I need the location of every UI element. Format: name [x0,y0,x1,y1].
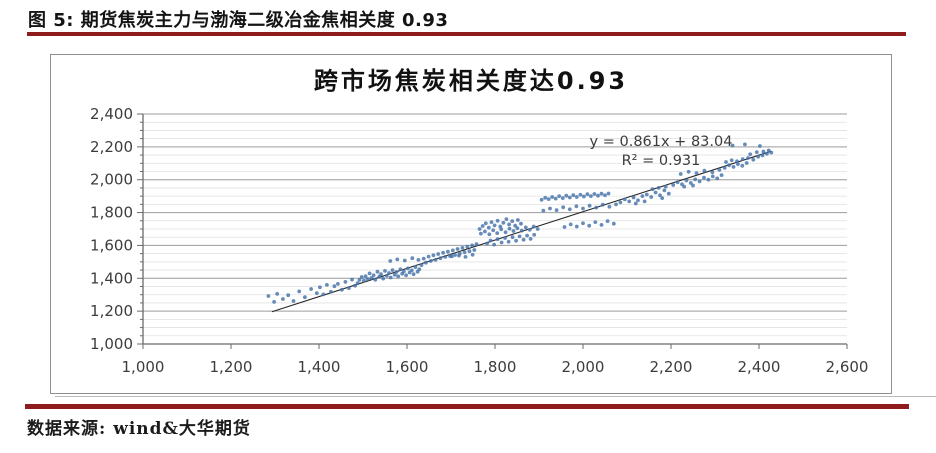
divider-line [55,396,936,397]
y-tick-label: 1,800 [90,204,133,222]
x-tick-label: 1,600 [386,358,429,376]
x-tick-label: 1,400 [298,358,341,376]
chart-panel: 1,000 1,200 1,400 1,600 1,800 2,000 2,200 2,400… [50,54,892,394]
x-tick-label: 2,000 [562,358,605,376]
scatter-points [266,142,774,304]
x-tick-label: 1,200 [210,358,253,376]
y-axis: 1,000 1,200 1,400 1,600 1,800 2,000 2,200 2,400 [90,105,143,353]
bottom-red-rule [25,404,909,409]
chart-title: 跨市场焦炭相关度达0.93 [313,67,629,95]
x-tick-label: 2,600 [826,358,869,376]
x-tick-label: 2,200 [650,358,693,376]
y-tick-label: 1,400 [90,269,133,287]
x-tick-label: 1,800 [474,358,517,376]
y-tick-label: 2,200 [90,138,133,156]
data-source: 数据来源: wind&大华期货 [27,419,251,439]
equation-line: y = 0.861x + 83.04 [589,134,733,150]
y-tick-label: 2,400 [90,105,133,123]
trendline-equation: y = 0.861x + 83.04 R² = 0.931 [551,133,771,171]
y-tick-label: 2,000 [90,171,133,189]
figure-caption: 图 5: 期货焦炭主力与渤海二级冶金焦相关度 0.93 [28,10,449,31]
y-tick-label: 1,600 [90,236,133,254]
x-axis: 1,000 1,200 1,400 1,600 1,800 2,000 2,200 2,400… [122,344,869,376]
x-tick-label: 2,400 [738,358,781,376]
y-tick-label: 1,200 [90,302,133,320]
x-tick-label: 1,000 [122,358,165,376]
top-red-rule [27,32,906,36]
r-squared-line: R² = 0.931 [621,153,701,169]
y-tick-label: 1,000 [90,335,133,353]
scatter-plot-svg: 1,000 1,200 1,400 1,600 1,800 2,000 2,200 2,400… [90,105,869,376]
